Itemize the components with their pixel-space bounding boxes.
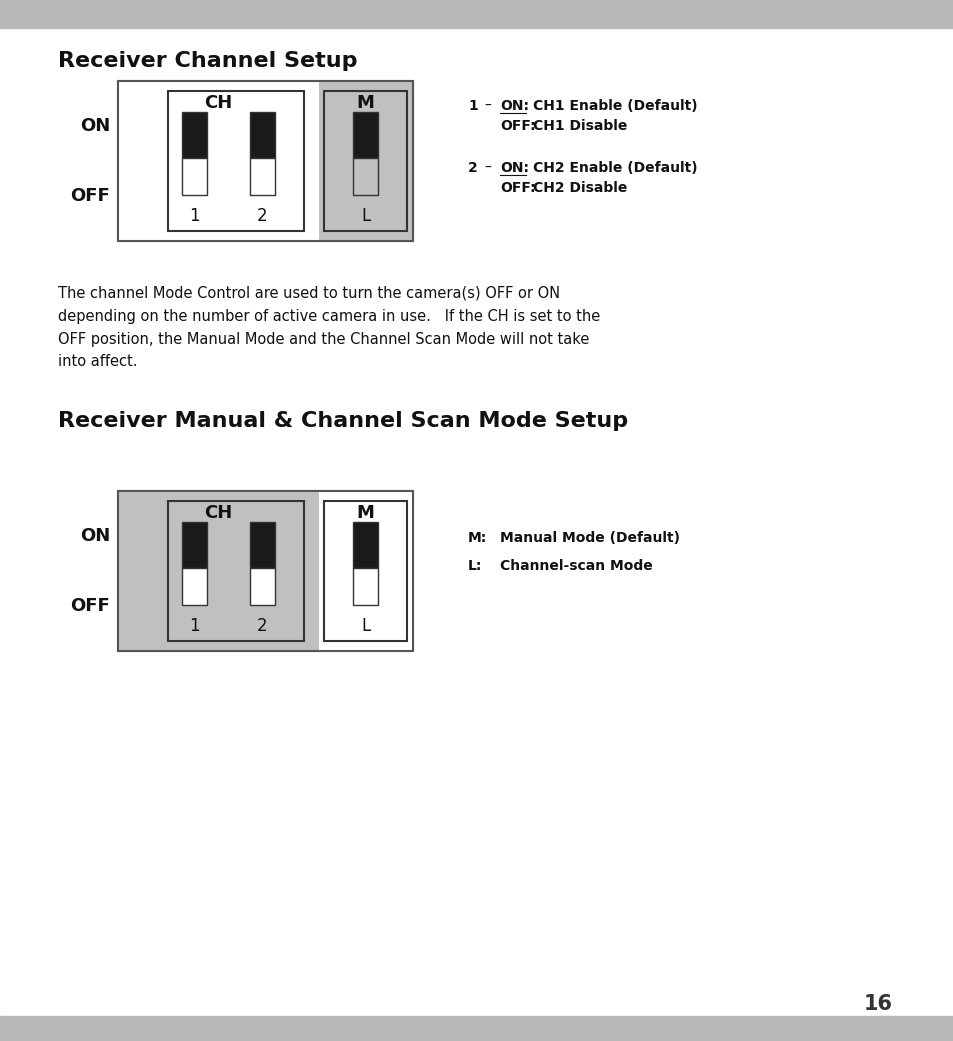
Text: M: M [356,94,375,111]
Text: 2: 2 [257,617,268,635]
Bar [118,81,318,242]
Text: 1: 1 [189,617,199,635]
Bar [353,522,378,567]
Bar [324,91,407,231]
Bar [318,491,413,651]
Text: CH: CH [204,94,233,111]
Text: Manual Mode (Default): Manual Mode (Default) [499,531,679,545]
Bar [118,491,413,651]
Bar [118,491,413,651]
Bar [168,91,304,231]
Bar [318,81,413,242]
Text: 16: 16 [862,994,892,1014]
Text: 2: 2 [468,161,477,175]
Bar [353,567,378,605]
Text: The channel Mode Control are used to turn the camera(s) OFF or ON
depending on t: The channel Mode Control are used to tur… [58,286,599,370]
Text: OFF:: OFF: [499,119,535,133]
Bar [324,501,407,641]
Text: Receiver Manual & Channel Scan Mode Setup: Receiver Manual & Channel Scan Mode Setu… [58,411,627,431]
Bar [0,0,953,28]
Text: 1: 1 [189,207,199,225]
Text: CH1 Disable: CH1 Disable [533,119,627,133]
Bar [118,491,318,651]
Text: Channel-scan Mode: Channel-scan Mode [499,559,652,573]
Text: CH2 Disable: CH2 Disable [533,181,627,195]
Bar [0,1016,953,1041]
Text: Receiver Channel Setup: Receiver Channel Setup [58,51,357,71]
Text: ON:: ON: [499,161,529,175]
Text: OFF: OFF [71,598,110,615]
Text: –: – [483,161,491,175]
Bar [118,81,413,242]
Bar [353,158,378,196]
Text: ON:: ON: [499,99,529,113]
Bar [250,567,274,605]
Bar [250,522,274,567]
Text: OFF: OFF [71,187,110,205]
Text: M:: M: [468,531,487,545]
Bar [250,158,274,196]
Bar [250,112,274,158]
Text: 1: 1 [468,99,477,113]
Text: CH2 Enable (Default): CH2 Enable (Default) [533,161,697,175]
Bar [353,112,378,158]
Bar [181,522,207,567]
Text: L:: L: [468,559,482,573]
Text: CH: CH [204,504,233,522]
Text: OFF:: OFF: [499,181,535,195]
Text: CH1 Enable (Default): CH1 Enable (Default) [533,99,697,113]
Bar [181,567,207,605]
Text: 2: 2 [257,207,268,225]
Text: L: L [361,207,370,225]
Bar [181,112,207,158]
Bar [168,501,304,641]
Bar [118,81,413,242]
Text: M: M [356,504,375,522]
Text: –: – [483,99,491,113]
Bar [181,158,207,196]
Text: L: L [361,617,370,635]
Text: ON: ON [80,117,110,134]
Text: ON: ON [80,527,110,544]
